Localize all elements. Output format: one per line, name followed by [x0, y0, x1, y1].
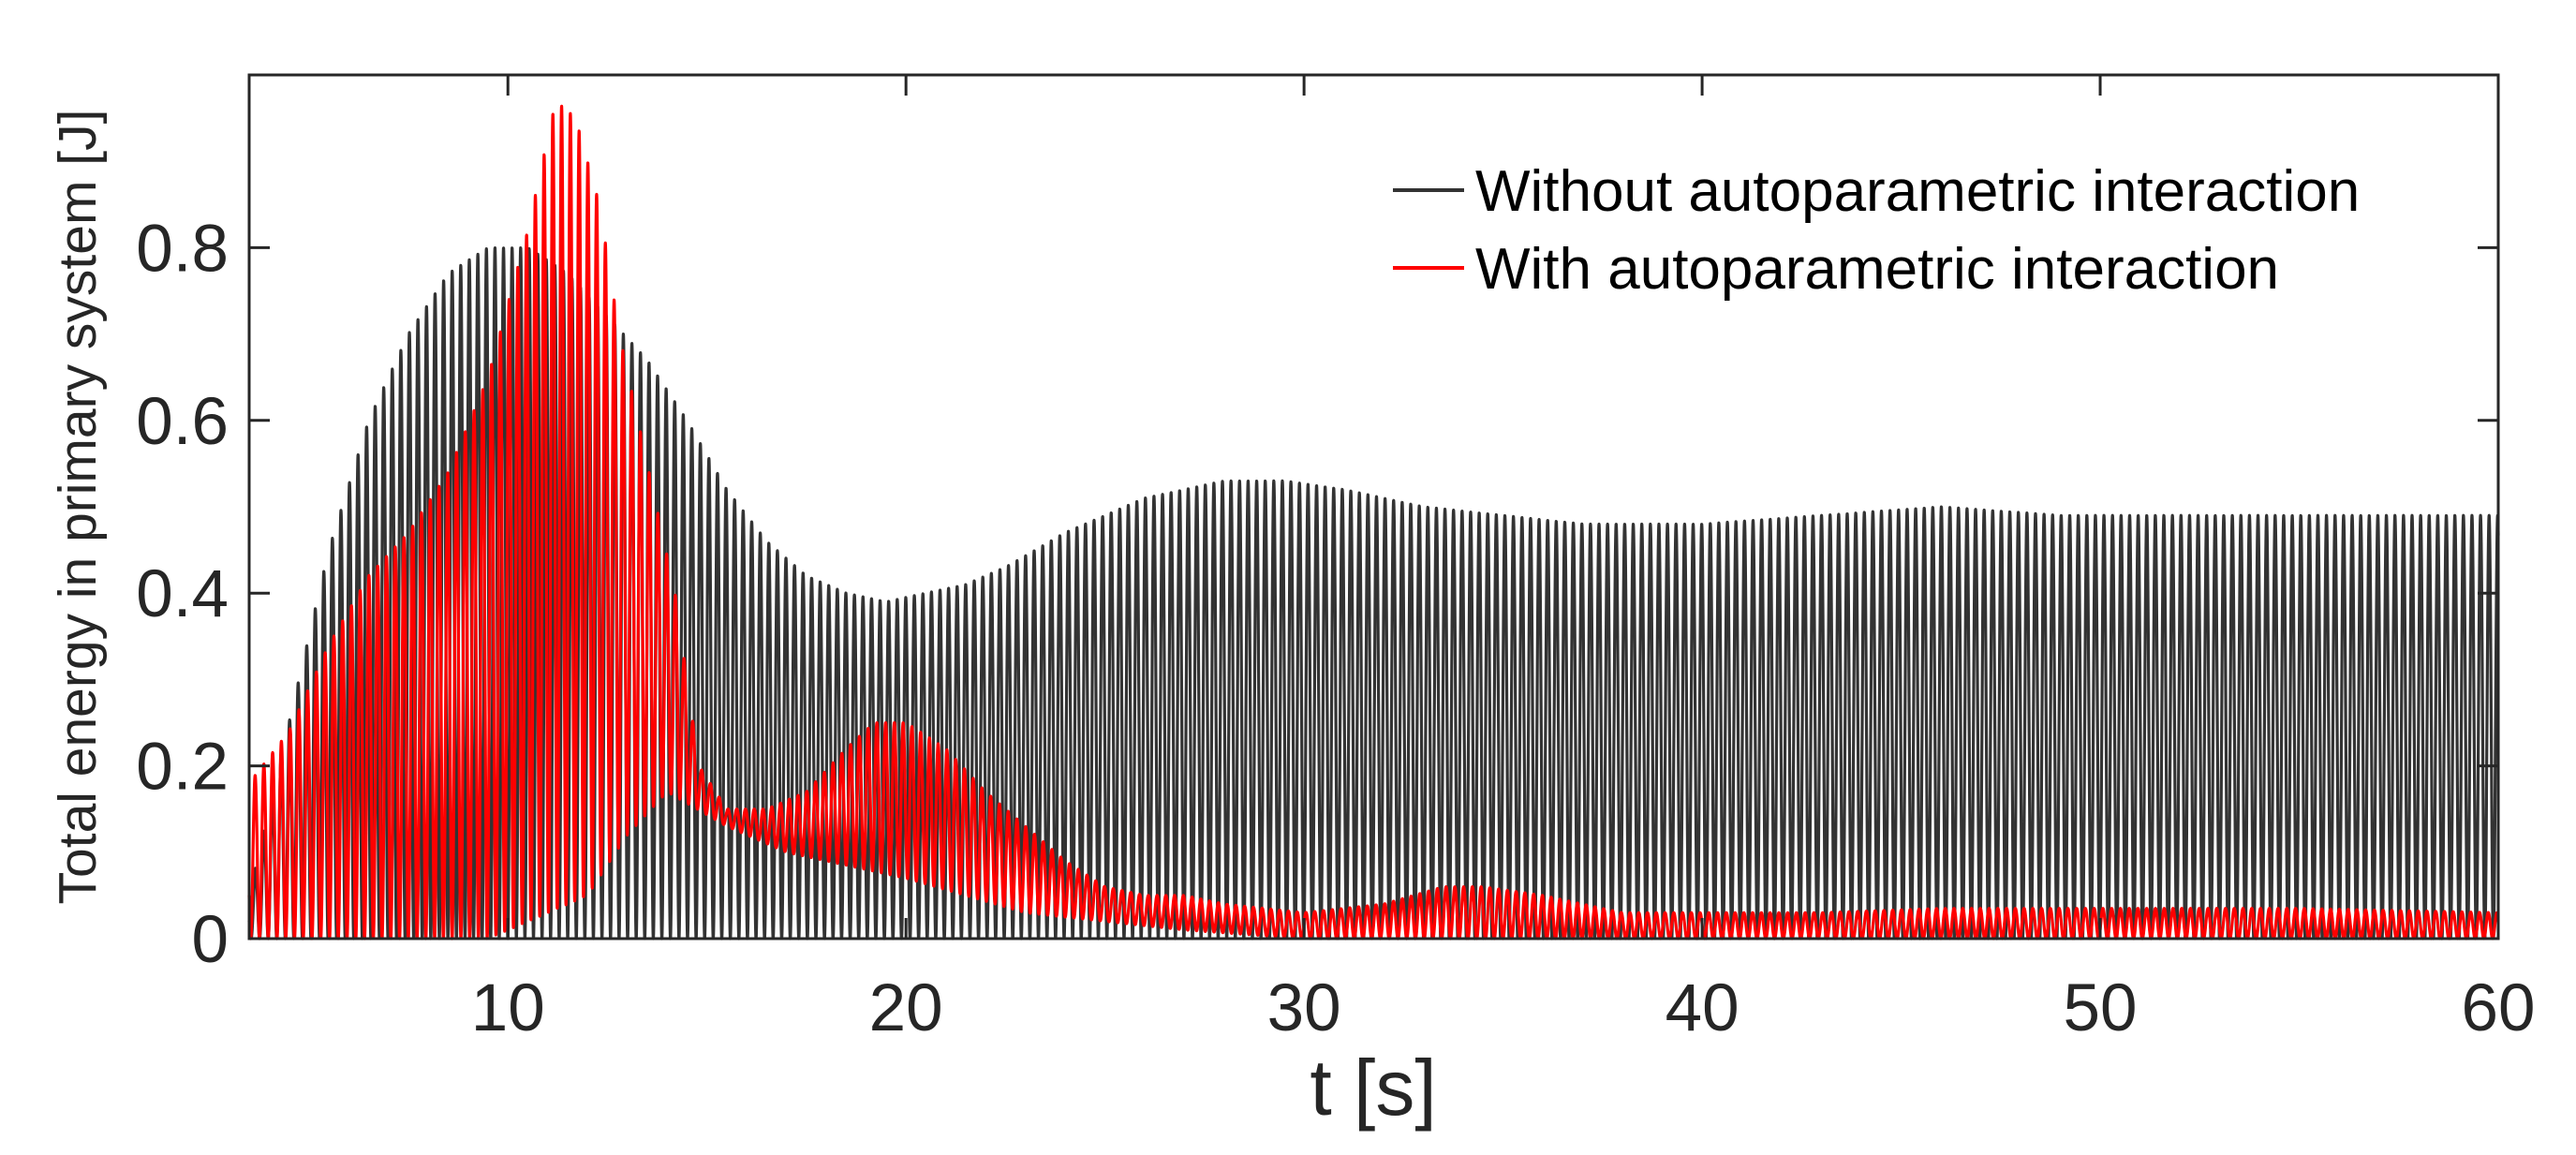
- y-tick-label: 0.8: [136, 212, 229, 286]
- legend-label-without: Without autoparametric interaction: [1475, 159, 2360, 224]
- series-line-with: [247, 104, 2500, 940]
- y-tick-label: 0.6: [136, 385, 229, 459]
- x-axis-label: t [s]: [1310, 1044, 1436, 1132]
- x-tick-label: 10: [471, 971, 545, 1045]
- x-tick-label: 30: [1267, 971, 1341, 1045]
- y-tick-label: 0.4: [136, 557, 229, 631]
- legend: Without autoparametric interaction With …: [1393, 159, 2360, 302]
- plot-frame: [247, 73, 2500, 940]
- y-tick-label: 0: [192, 903, 229, 977]
- series-layer: [247, 104, 2500, 940]
- x-tick-label: 40: [1666, 971, 1740, 1045]
- legend-label-with: With autoparametric interaction: [1475, 237, 2279, 302]
- tick-layer: 10 20 30 40 50 60 0 0.2 0.4 0.6 0.8: [136, 75, 2535, 1045]
- x-tick-label: 20: [869, 971, 943, 1045]
- x-tick-label: 50: [2064, 971, 2138, 1045]
- x-tick-label: 60: [2462, 971, 2536, 1045]
- y-axis-label: Total energy in primary system [J]: [48, 110, 108, 905]
- y-tick-label: 0.2: [136, 731, 229, 805]
